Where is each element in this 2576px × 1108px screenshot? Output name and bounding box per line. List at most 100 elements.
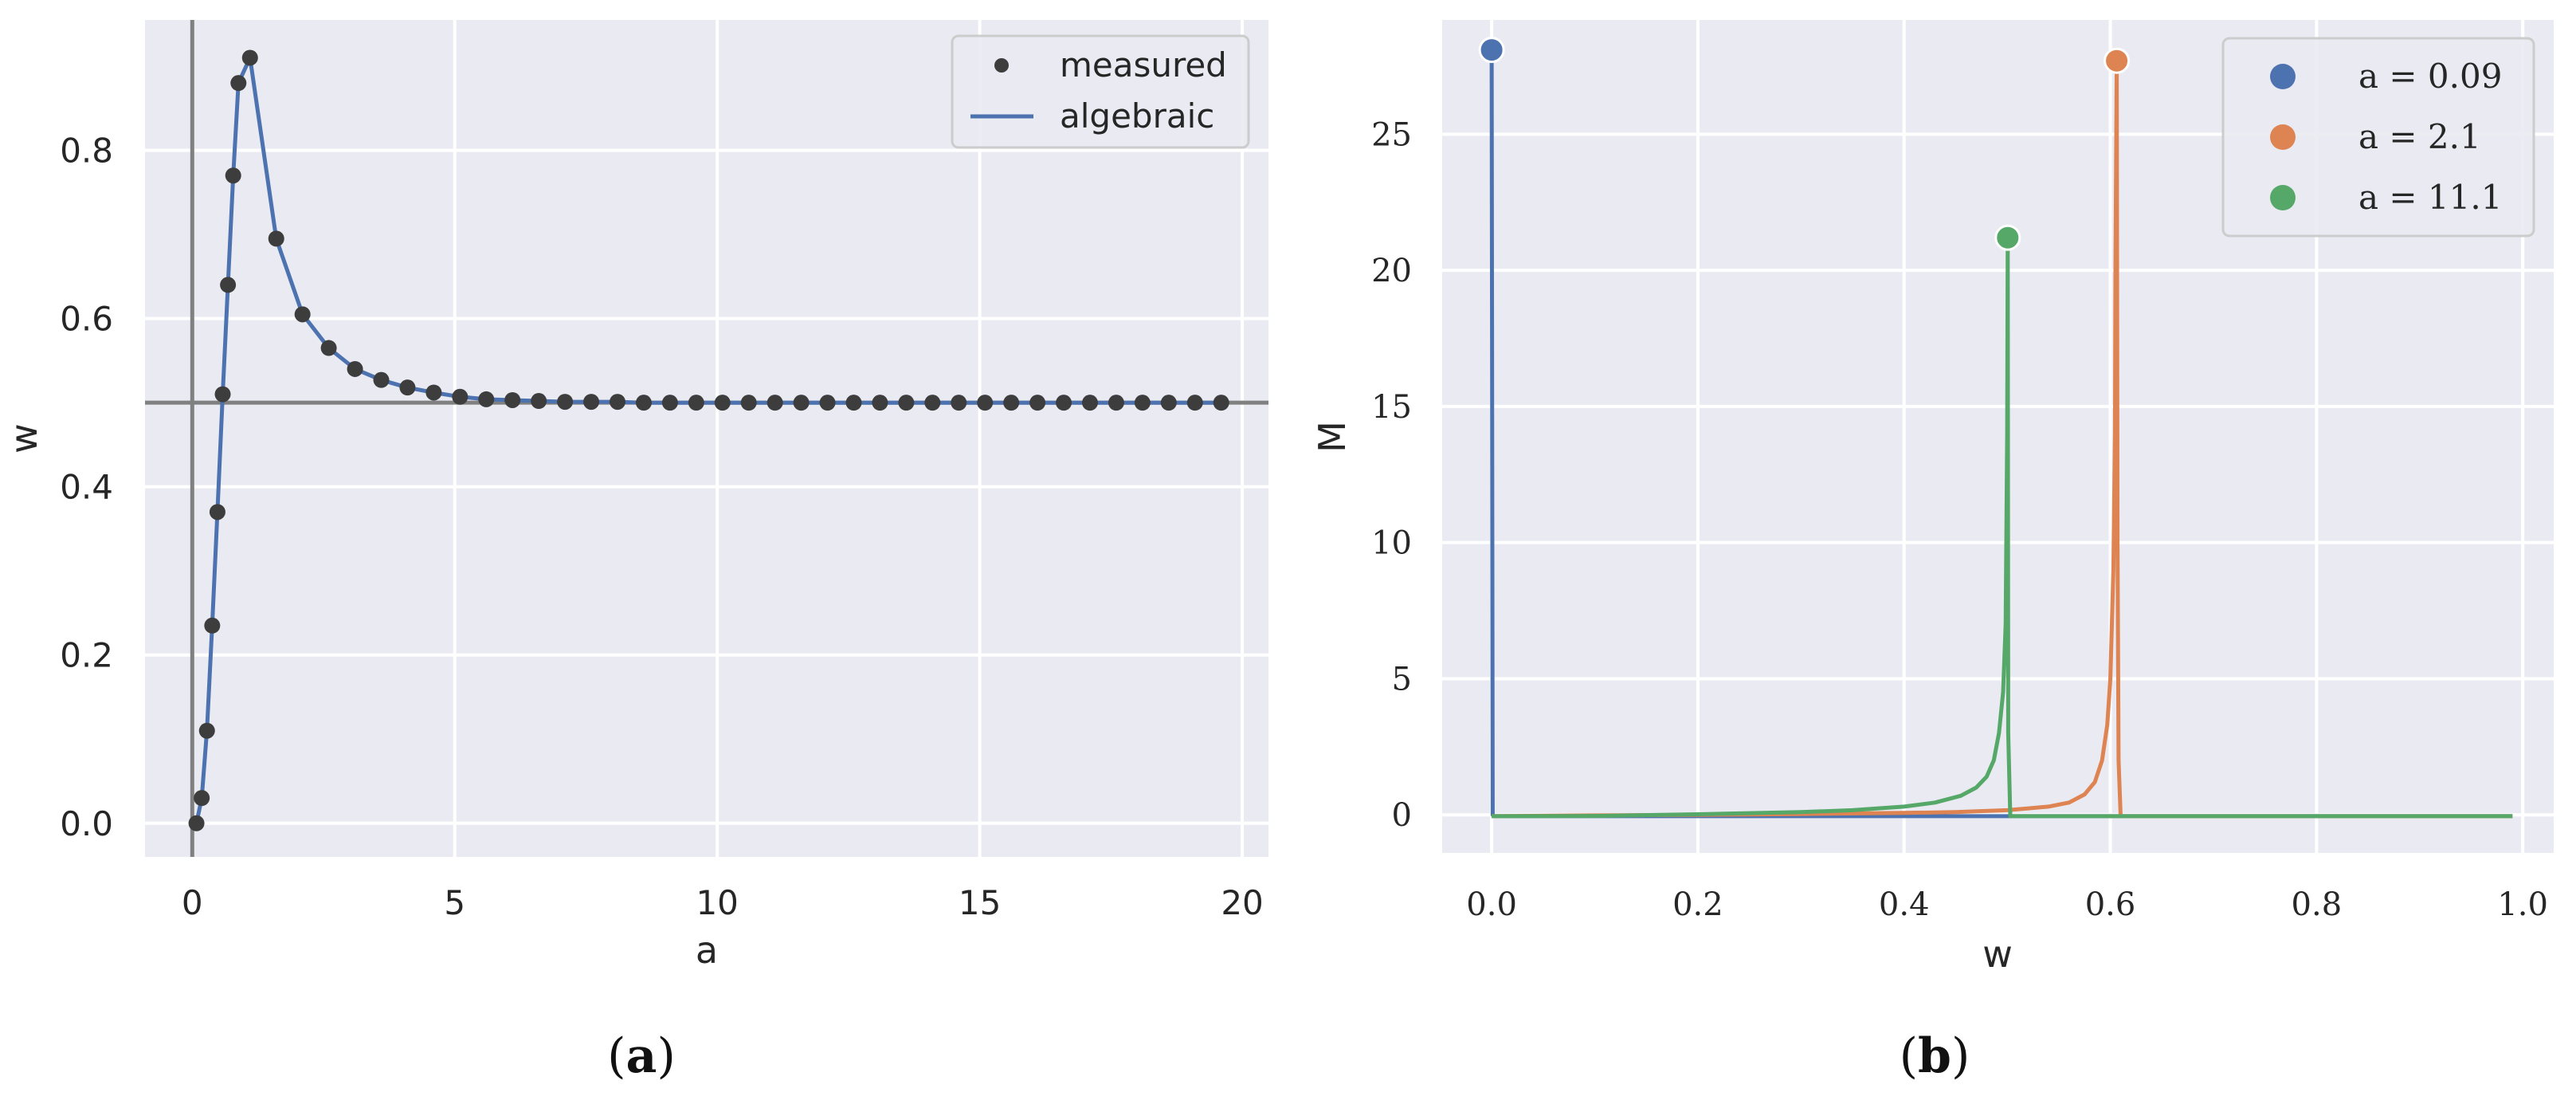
caption-a-open: (: [607, 1028, 625, 1084]
data-point-measured: [230, 75, 247, 92]
caption-b-letter: b: [1918, 1028, 1951, 1084]
data-point-measured: [583, 394, 600, 411]
data-point-measured: [241, 49, 258, 66]
legend-a: measured algebraic: [951, 34, 1250, 149]
data-point-measured: [1003, 395, 1020, 411]
data-point-measured: [198, 722, 215, 739]
data-point-measured: [557, 394, 574, 411]
data-point-measured: [452, 388, 469, 405]
data-point-measured: [609, 394, 625, 411]
legend-label-a-2-1: a = 2.1: [2358, 117, 2481, 156]
data-point-measured: [1134, 395, 1151, 411]
legend-marker-measured: [994, 58, 1009, 73]
data-point-measured: [819, 395, 836, 411]
data-point-measured: [872, 395, 888, 411]
series-lines-b: [1478, 37, 2513, 819]
legend-box-b: [2221, 37, 2535, 238]
data-point-measured: [373, 371, 390, 388]
y-axis-label-b: M: [1311, 421, 1354, 453]
data-point-measured: [320, 340, 337, 356]
legend-b: a = 0.09 a = 2.1 a = 11.1: [2221, 37, 2535, 238]
y-tick-label: 20: [1371, 253, 1412, 289]
peak-marker-a-0-09: [1478, 37, 1505, 64]
x-tick-label: 0.8: [2292, 886, 2343, 923]
y-tick-labels-b: 0 5 10 15 20 25: [1371, 116, 1412, 834]
data-point-measured: [220, 277, 237, 293]
x-tick-label: 1.0: [2497, 886, 2548, 923]
peak-marker-a-11-1: [1994, 224, 2021, 251]
data-point-measured: [1108, 395, 1124, 411]
data-point-measured: [194, 790, 210, 807]
data-point-measured: [399, 379, 416, 396]
x-tick-label: 0.2: [1672, 886, 1723, 923]
x-tick-label: 0.0: [1466, 886, 1517, 923]
x-tick-labels-b: 0.0 0.2 0.4 0.6 0.8 1.0: [1466, 886, 2548, 923]
data-point-measured: [1056, 395, 1072, 411]
data-point-measured: [504, 391, 521, 408]
legend-label-measured: measured: [1060, 45, 1227, 84]
data-point-measured: [714, 395, 731, 411]
data-point-measured: [793, 395, 810, 411]
data-point-measured: [951, 395, 967, 411]
y-tick-label: 0.2: [60, 636, 113, 675]
legend-label-algebraic: algebraic: [1060, 96, 1214, 136]
data-point-measured: [1186, 395, 1203, 411]
series-points-measured: [188, 49, 1229, 831]
panel-b-chart: 0.0 0.2 0.4 0.6 0.8 1.0 0 5 10 15 20 25 w M a = 0.…: [1311, 20, 2554, 976]
y-tick-label: 0.0: [60, 804, 113, 843]
y-tick-labels-a: 0.0 0.2 0.4 0.6 0.8: [60, 132, 113, 843]
x-tick-label: 0.4: [1879, 886, 1930, 923]
data-point-measured: [661, 395, 678, 411]
panel-a-chart: 0 5 10 15 20 0.0 0.2 0.4 0.6 0.8 a w measured al…: [2, 20, 1268, 972]
y-axis-label-a: w: [2, 423, 45, 454]
legend-marker-a-11-1: [2270, 185, 2296, 210]
data-point-measured: [188, 815, 205, 831]
y-tick-label: 0: [1392, 797, 1412, 834]
data-point-measured: [214, 386, 231, 403]
x-tick-label: 15: [959, 883, 1001, 922]
data-point-measured: [1081, 395, 1098, 411]
data-point-measured: [294, 306, 311, 323]
data-point-measured: [924, 395, 941, 411]
x-tick-labels-a: 0 5 10 15 20: [182, 883, 1264, 922]
x-axis-label-a: a: [696, 929, 718, 972]
legend-marker-a-0-09: [2270, 64, 2296, 89]
legend-label-a-0-09: a = 0.09: [2358, 57, 2502, 96]
data-point-measured: [204, 617, 221, 634]
x-tick-label: 0: [182, 883, 203, 922]
data-point-measured: [1029, 395, 1046, 411]
x-tick-label: 20: [1221, 883, 1263, 922]
data-point-measured: [898, 395, 915, 411]
caption-a-letter: a: [626, 1028, 657, 1084]
data-point-measured: [225, 167, 241, 184]
series-line-a-11-1: [1492, 235, 2513, 819]
data-point-measured: [209, 504, 225, 521]
data-point-measured: [977, 395, 994, 411]
data-point-measured: [740, 395, 757, 411]
legend-marker-a-2-1: [2270, 124, 2296, 150]
data-point-measured: [1160, 395, 1177, 411]
y-tick-label: 15: [1371, 389, 1412, 426]
caption-b-open: (: [1900, 1028, 1918, 1084]
peak-marker-a-2-1: [2104, 47, 2131, 74]
data-point-measured: [845, 395, 862, 411]
y-tick-label: 5: [1392, 661, 1412, 697]
x-tick-label: 5: [444, 883, 465, 922]
data-point-measured: [531, 393, 547, 410]
caption-b-close: ): [1951, 1028, 1970, 1084]
grid-a: [145, 20, 1268, 857]
plot-area-a: [145, 20, 1268, 857]
series-line-a-2-1: [1492, 58, 2513, 819]
y-tick-label: 0.4: [60, 468, 113, 507]
x-tick-label: 10: [696, 883, 738, 922]
data-point-measured: [425, 384, 442, 401]
y-tick-label: 10: [1371, 525, 1412, 562]
legend-box-a: [951, 34, 1250, 149]
y-tick-label: 0.6: [60, 300, 113, 339]
data-point-measured: [688, 395, 704, 411]
caption-a: (a): [607, 1028, 676, 1084]
data-point-measured: [347, 360, 363, 377]
data-point-measured: [1213, 395, 1229, 411]
data-point-measured: [478, 391, 495, 407]
